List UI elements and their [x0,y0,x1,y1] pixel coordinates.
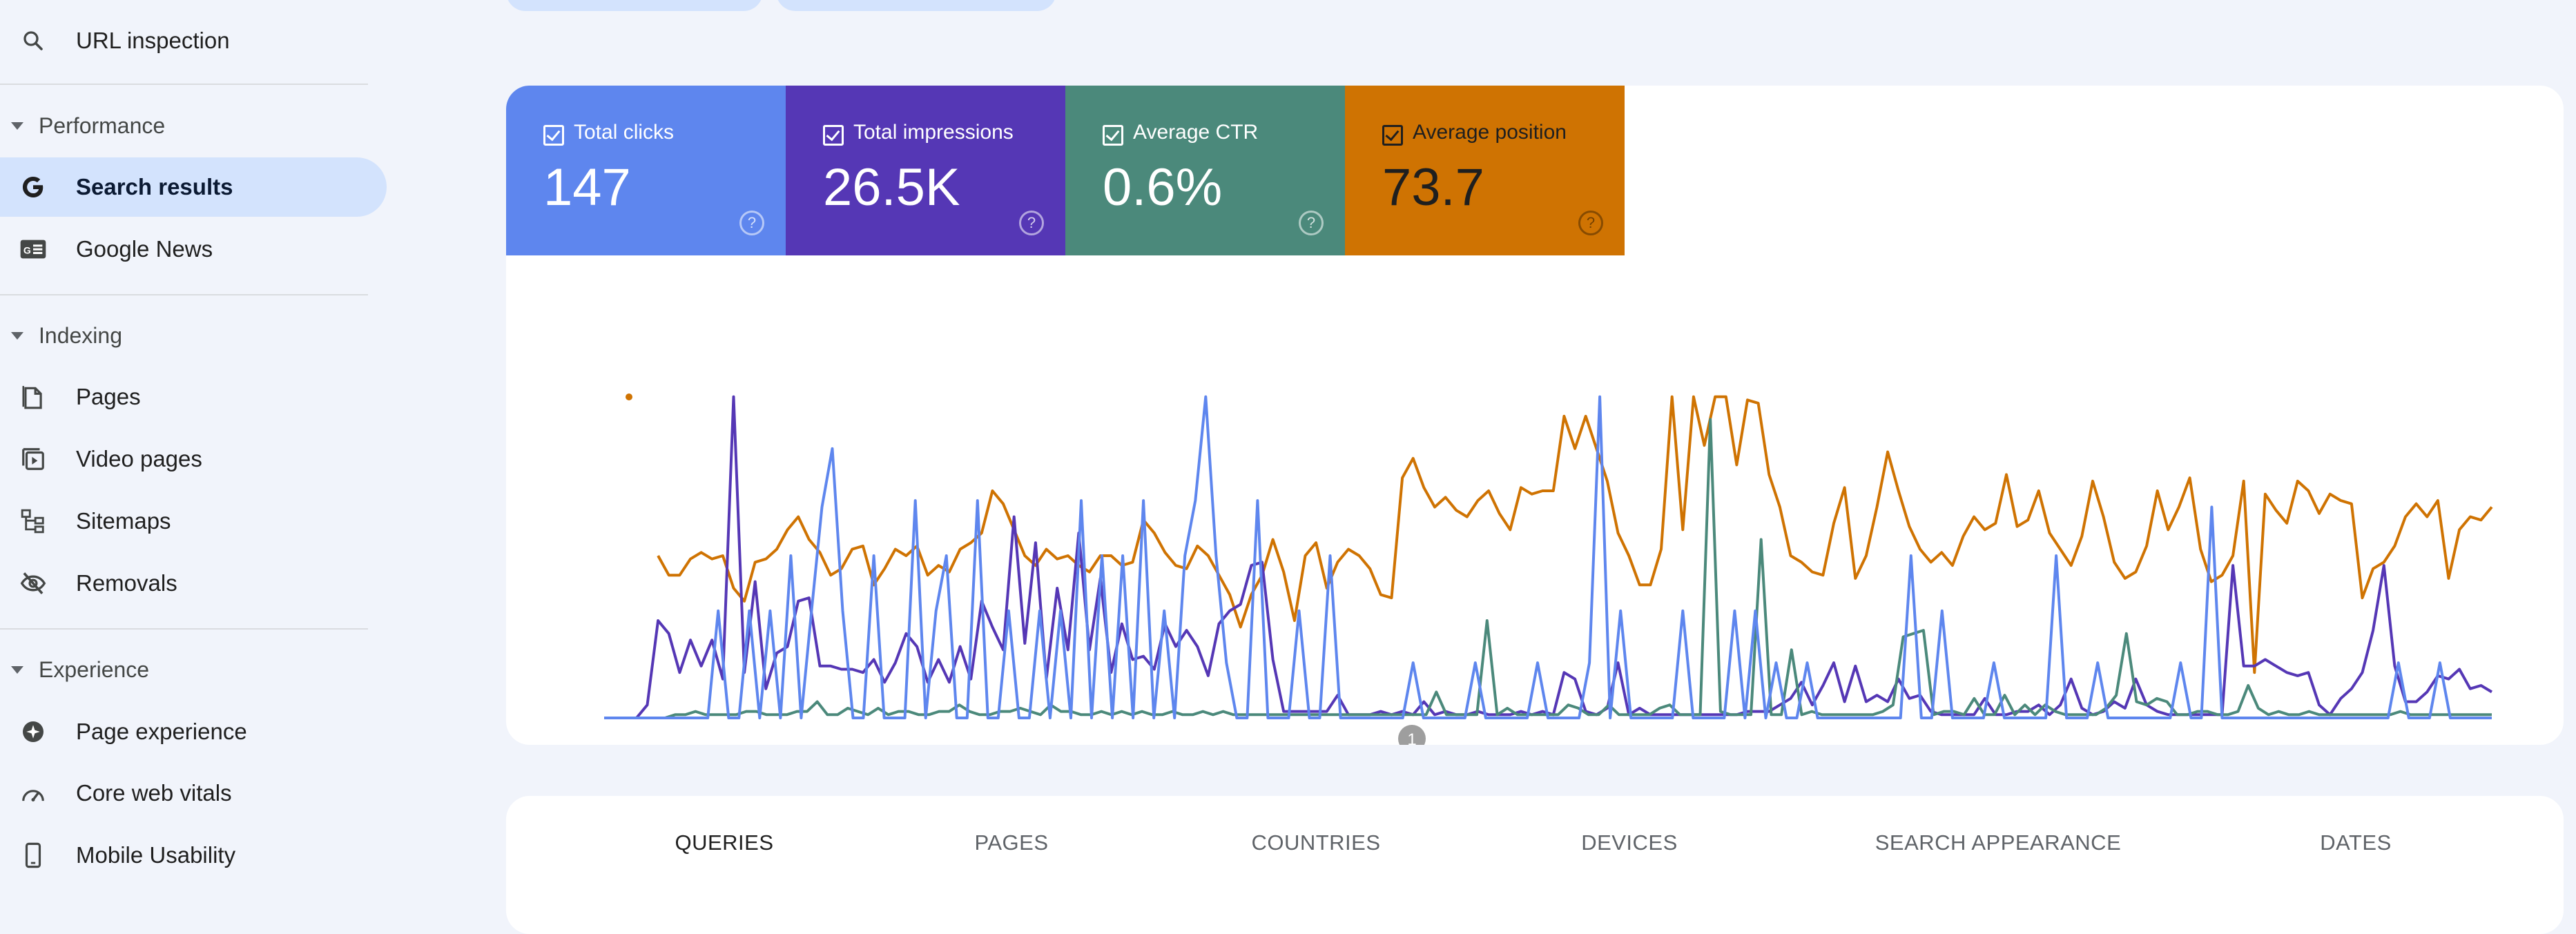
google-news-icon: G [19,235,47,263]
sidebar-item-label: Search results [76,174,233,200]
search-icon [19,27,47,55]
pages-icon [19,383,47,411]
sidebar-item-label: Page experience [76,719,247,744]
tab-queries[interactable]: QUERIES [675,830,774,855]
eye-off-icon [19,570,47,597]
page-experience-icon [19,718,47,746]
help-icon[interactable]: ? [1299,211,1324,235]
sidebar-item-sitemaps[interactable]: Sitemaps [0,492,387,551]
metric-card-average-position[interactable]: Average position 73.7? [1345,86,1625,255]
performance-chart: 17/07/202230/07/202212/08/202225/08/2022… [604,393,2493,745]
performance-chart-card: Total clicks 147? Total impressions 26.5K? A… [506,86,2564,745]
help-icon[interactable]: ? [1578,211,1603,235]
section-performance-toggle[interactable]: Performance [0,101,387,150]
metric-value: 73.7 [1382,158,1484,217]
metric-label: Average position [1413,121,1567,144]
metric-card-total-impressions[interactable]: Total impressions 26.5K? [786,86,1065,255]
smartphone-icon [19,841,47,869]
section-label: Performance [39,113,166,138]
metric-card-average-ctr[interactable]: Average CTR 0.6%? [1065,86,1345,255]
video-pages-icon [19,445,47,473]
metric-label: Total impressions [853,121,1014,144]
tab-pages[interactable]: PAGES [974,830,1049,855]
sidebar-item-search-results[interactable]: Search results [0,157,387,217]
metric-label: Total clicks [574,121,675,144]
metric-checkbox[interactable] [1382,125,1403,146]
annotation-marker[interactable]: 1 [1398,725,1426,745]
sidebar-item-label: Mobile Usability [76,842,236,868]
sidebar-item-label: Sitemaps [76,508,171,534]
caret-down-icon [11,665,23,674]
sidebar-item-url-inspection[interactable]: URL inspection [0,11,387,70]
metric-card-total-clicks[interactable]: Total clicks 147? [506,86,786,255]
filter-chip[interactable] [506,0,763,11]
series-line-total-clicks [604,395,2492,719]
section-experience-toggle[interactable]: Experience [0,645,387,694]
section-indexing-toggle[interactable]: Indexing [0,311,387,360]
sidebar-divider [0,84,368,85]
sidebar-item-google-news[interactable]: G Google News [0,220,387,279]
sidebar-item-label: URL inspection [76,28,230,53]
sidebar-divider [0,628,368,630]
caret-down-icon [11,331,23,340]
sidebar-item-video-pages[interactable]: Video pages [0,429,387,489]
google-g-icon [19,173,47,201]
sidebar-item-label: Google News [76,236,213,262]
tab-dates[interactable]: DATES [2320,830,2392,855]
metric-value: 0.6% [1103,158,1223,217]
position-point [626,393,632,400]
sidebar-item-page-experience[interactable]: Page experience [0,702,387,761]
sidebar-item-label: Video pages [76,446,202,471]
tab-search-appearance[interactable]: SEARCH APPEARANCE [1875,830,2122,855]
sidebar-item-mobile-usability[interactable]: Mobile Usability [0,826,387,885]
svg-text:G: G [23,246,31,257]
help-icon[interactable]: ? [739,211,764,235]
sidebar-item-removals[interactable]: Removals [0,554,387,613]
metric-checkbox[interactable] [543,125,564,146]
metric-checkbox[interactable] [823,125,844,146]
sitemap-icon [19,507,47,535]
sidebar: URL inspection Performance Search result… [0,0,387,877]
sidebar-item-core-web-vitals[interactable]: Core web vitals [0,763,387,823]
sidebar-item-label: Pages [76,384,141,409]
report-tabs: QUERIES PAGES COUNTRIES DEVICES SEARCH APPEA… [506,796,2564,934]
section-label: Experience [39,656,150,682]
metric-value: 26.5K [823,158,960,217]
metric-label: Average CTR [1133,121,1259,144]
caret-down-icon [11,121,23,130]
sidebar-divider [0,294,368,295]
speedometer-icon [19,779,47,807]
tab-countries[interactable]: COUNTRIES [1251,830,1381,855]
section-label: Indexing [39,322,122,348]
filter-chip[interactable] [776,0,1056,11]
tab-devices[interactable]: DEVICES [1581,830,1678,855]
sidebar-item-pages[interactable]: Pages [0,367,387,427]
sidebar-item-label: Removals [76,570,177,596]
metric-checkbox[interactable] [1103,125,1123,146]
annotation-label: 1 [1407,730,1416,745]
sidebar-item-label: Core web vitals [76,780,232,806]
series-line-average-position [657,395,2493,674]
metric-value: 147 [543,158,631,217]
help-icon[interactable]: ? [1019,211,1044,235]
